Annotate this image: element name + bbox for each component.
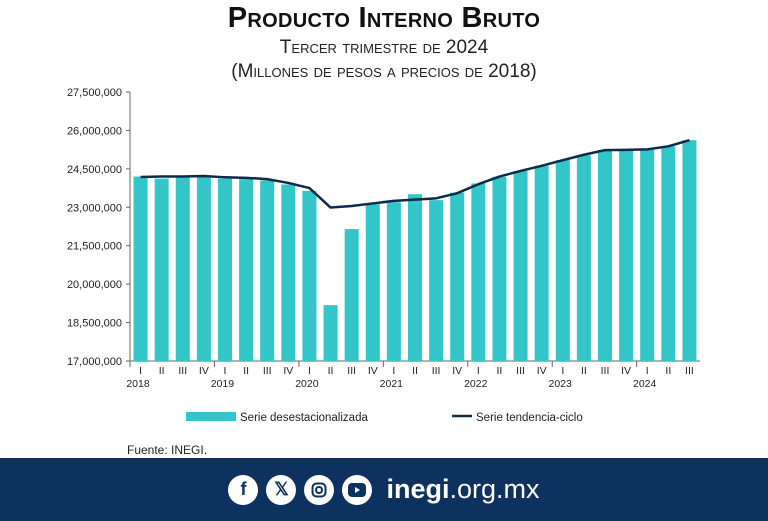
x-icon[interactable]: 𝕏	[266, 474, 297, 505]
x-tick-label: II	[665, 365, 671, 377]
bar	[471, 183, 486, 361]
year-label: 2018	[126, 378, 150, 390]
legend-label-bar: Serie desestacionalizada	[240, 412, 368, 424]
x-tick-label: IV	[368, 365, 378, 377]
y-tick-label: 20,000,000	[67, 279, 122, 291]
instagram-icon[interactable]	[304, 474, 335, 505]
y-tick-label: 26,000,000	[67, 125, 122, 137]
bar	[344, 229, 359, 361]
x-tick-label: II	[243, 365, 249, 377]
trend-line	[140, 138, 690, 209]
x-tick-label: I	[224, 365, 227, 377]
x-tick-label: I	[139, 365, 142, 377]
bar	[492, 176, 507, 361]
bar	[661, 146, 676, 361]
x-tick-label: I	[477, 365, 480, 377]
x-tick-label: II	[328, 365, 334, 377]
bar	[555, 160, 570, 361]
y-tick-label: 27,500,000	[67, 87, 122, 99]
footer-bar: f 𝕏 inegi.org.mx	[0, 458, 768, 521]
bar	[218, 178, 232, 361]
bar	[260, 180, 275, 361]
x-tick-label: III	[347, 365, 356, 377]
bar	[619, 150, 634, 361]
bar	[175, 177, 190, 361]
bar	[323, 305, 338, 361]
chart-title: Producto Interno Bruto	[227, 2, 541, 34]
y-tick-label: 24,500,000	[67, 164, 122, 176]
year-label: 2022	[464, 378, 488, 390]
legend-swatch-bar	[186, 412, 236, 421]
bar	[154, 178, 169, 361]
bar	[239, 179, 254, 361]
x-tick-label: IV	[199, 365, 209, 377]
x-tick-label: I	[308, 365, 311, 377]
bar	[281, 184, 296, 361]
year-label: 2020	[295, 378, 319, 390]
year-label: 2019	[211, 378, 235, 390]
x-tick-label: II	[412, 365, 418, 377]
y-tick-label: 17,000,000	[67, 356, 122, 368]
x-tick-label: IV	[283, 365, 293, 377]
site-rest: .org.mx	[449, 474, 540, 504]
year-label: 2023	[549, 378, 573, 390]
source-note: Fuente: INEGI.	[127, 443, 208, 457]
chart-subtitle: Tercer trimestre de 2024	[279, 37, 489, 58]
bar	[598, 150, 612, 361]
youtube-icon[interactable]	[342, 474, 373, 505]
facebook-icon[interactable]: f	[228, 474, 259, 505]
x-tick-label: III	[178, 365, 187, 377]
x-tick-label: III	[263, 365, 272, 377]
bar	[365, 204, 380, 361]
bar	[450, 192, 465, 361]
pib-chart: 17,000,000 18,500,000 20,000,000 21,500,000…	[67, 87, 700, 424]
y-tick-label: 21,500,000	[67, 241, 122, 253]
year-label: 2021	[380, 378, 404, 390]
bar	[429, 200, 444, 361]
x-tick-label: I	[646, 365, 649, 377]
x-tick-label: III	[685, 365, 694, 377]
x-tick-label: III	[516, 365, 525, 377]
x-tick-label: IV	[452, 365, 462, 377]
x-tick-label: III	[432, 365, 441, 377]
bar	[133, 176, 148, 361]
x-tick-label: I	[561, 365, 564, 377]
bar	[513, 170, 528, 361]
legend-label-line: Serie tendencia-ciclo	[476, 412, 583, 424]
bar	[302, 190, 317, 361]
bar	[682, 140, 697, 361]
bar	[196, 177, 211, 361]
bar	[534, 165, 549, 361]
bar	[640, 149, 655, 361]
chart-units: (Millones de pesos a precios de 2018)	[231, 61, 537, 82]
x-tick-label: II	[581, 365, 587, 377]
site-bold: inegi	[386, 474, 450, 504]
y-tick-label: 23,000,000	[67, 202, 122, 214]
year-label: 2024	[633, 378, 657, 390]
x-tick-label: IV	[537, 365, 547, 377]
bar	[386, 202, 401, 361]
bar	[408, 194, 422, 361]
x-tick-label: II	[497, 365, 503, 377]
x-tick-label: I	[392, 365, 395, 377]
y-tick-label: 18,500,000	[67, 318, 122, 330]
x-tick-label: III	[601, 365, 610, 377]
bar	[576, 155, 591, 361]
website-link[interactable]: inegi.org.mx	[386, 474, 539, 505]
x-tick-label: II	[159, 365, 165, 377]
x-tick-label: IV	[621, 365, 631, 377]
